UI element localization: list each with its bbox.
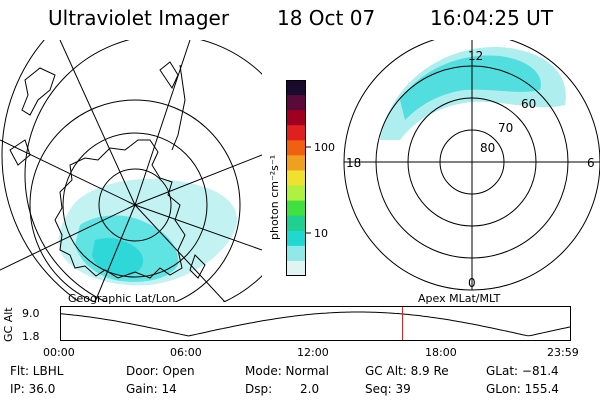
colorbar-band <box>286 110 306 126</box>
mlat-label-80: 80 <box>480 141 495 155</box>
colorbar-band <box>286 215 306 232</box>
meridian-lines <box>0 40 262 302</box>
mlat-label-60: 60 <box>521 97 536 111</box>
geographic-globe-panel <box>0 40 262 302</box>
colorbar-gradient <box>286 80 306 277</box>
info-seq: Seq: 39 <box>365 382 411 396</box>
colorbar-band <box>286 200 306 217</box>
aurora-emission-left <box>58 179 238 286</box>
colorbar-frame <box>286 80 306 276</box>
colorbar <box>286 80 306 277</box>
colorbar-tick-100: 100 <box>314 141 335 154</box>
colorbar-band <box>286 245 306 262</box>
coastline-outlines <box>9 61 206 279</box>
colorbar-band <box>286 80 306 96</box>
altitude-tick-9: 9.0 <box>22 307 40 320</box>
time-tick-1200: 12:00 <box>297 346 329 359</box>
colorbar-ticks: 100 10 <box>306 141 335 240</box>
mlt-label-18: 18 <box>346 156 361 170</box>
mlat-mlt-polar-panel: 12 18 6 0 60 70 80 <box>343 40 600 291</box>
info-mode: Mode: Normal <box>245 364 329 378</box>
colorbar-band <box>286 140 306 156</box>
altitude-strip-frame <box>60 306 571 341</box>
info-dsp-value: 2.0 <box>300 382 320 396</box>
time-tick-0600: 06:00 <box>170 346 202 359</box>
colorbar-band <box>286 185 306 202</box>
colorbar-unit-label: photon cm⁻²s⁻¹ <box>268 154 281 240</box>
time-tick-0000: 00:00 <box>43 346 75 359</box>
mlt-label-12: 12 <box>468 49 483 63</box>
colorbar-band <box>286 230 306 247</box>
app-title: Ultraviolet Imager <box>48 6 230 30</box>
geographic-label: Geographic Lat/Lon <box>68 292 176 305</box>
date-label: 18 Oct 07 <box>277 6 376 30</box>
time-label: 16:04:25 UT <box>430 6 554 30</box>
colorbar-band <box>286 95 306 111</box>
colorbar-band <box>286 260 306 277</box>
mlt-axes <box>344 40 600 290</box>
altitude-strip-plot <box>60 306 572 341</box>
mlt-label-0: 0 <box>468 276 476 290</box>
info-gc-alt: GC Alt: 8.9 Re <box>365 364 449 378</box>
apex-label: Apex MLat/MLT <box>418 292 501 305</box>
info-dsp-label: Dsp: <box>245 382 273 396</box>
time-tick-1800: 18:00 <box>425 346 457 359</box>
colorbar-tick-10: 10 <box>314 227 328 240</box>
info-flt: Flt: LBHL <box>10 364 64 378</box>
info-glat: GLat: −81.4 <box>486 364 559 378</box>
info-door: Door: Open <box>126 364 195 378</box>
mlt-label-6: 6 <box>587 156 595 170</box>
info-glon: GLon: 155.4 <box>486 382 559 396</box>
colorbar-band <box>286 170 306 187</box>
time-tick-2359: 23:59 <box>547 346 579 359</box>
colorbar-band <box>286 155 306 171</box>
altitude-curve <box>60 311 572 337</box>
mlat-label-70: 70 <box>498 121 513 135</box>
colorbar-band <box>286 125 306 141</box>
altitude-tick-1-8: 1.8 <box>22 330 40 343</box>
info-ip: IP: 36.0 <box>10 382 56 396</box>
latitude-circles <box>1 40 262 302</box>
info-gain: Gain: 14 <box>126 382 177 396</box>
altitude-axis-label: GC Alt <box>2 307 15 342</box>
